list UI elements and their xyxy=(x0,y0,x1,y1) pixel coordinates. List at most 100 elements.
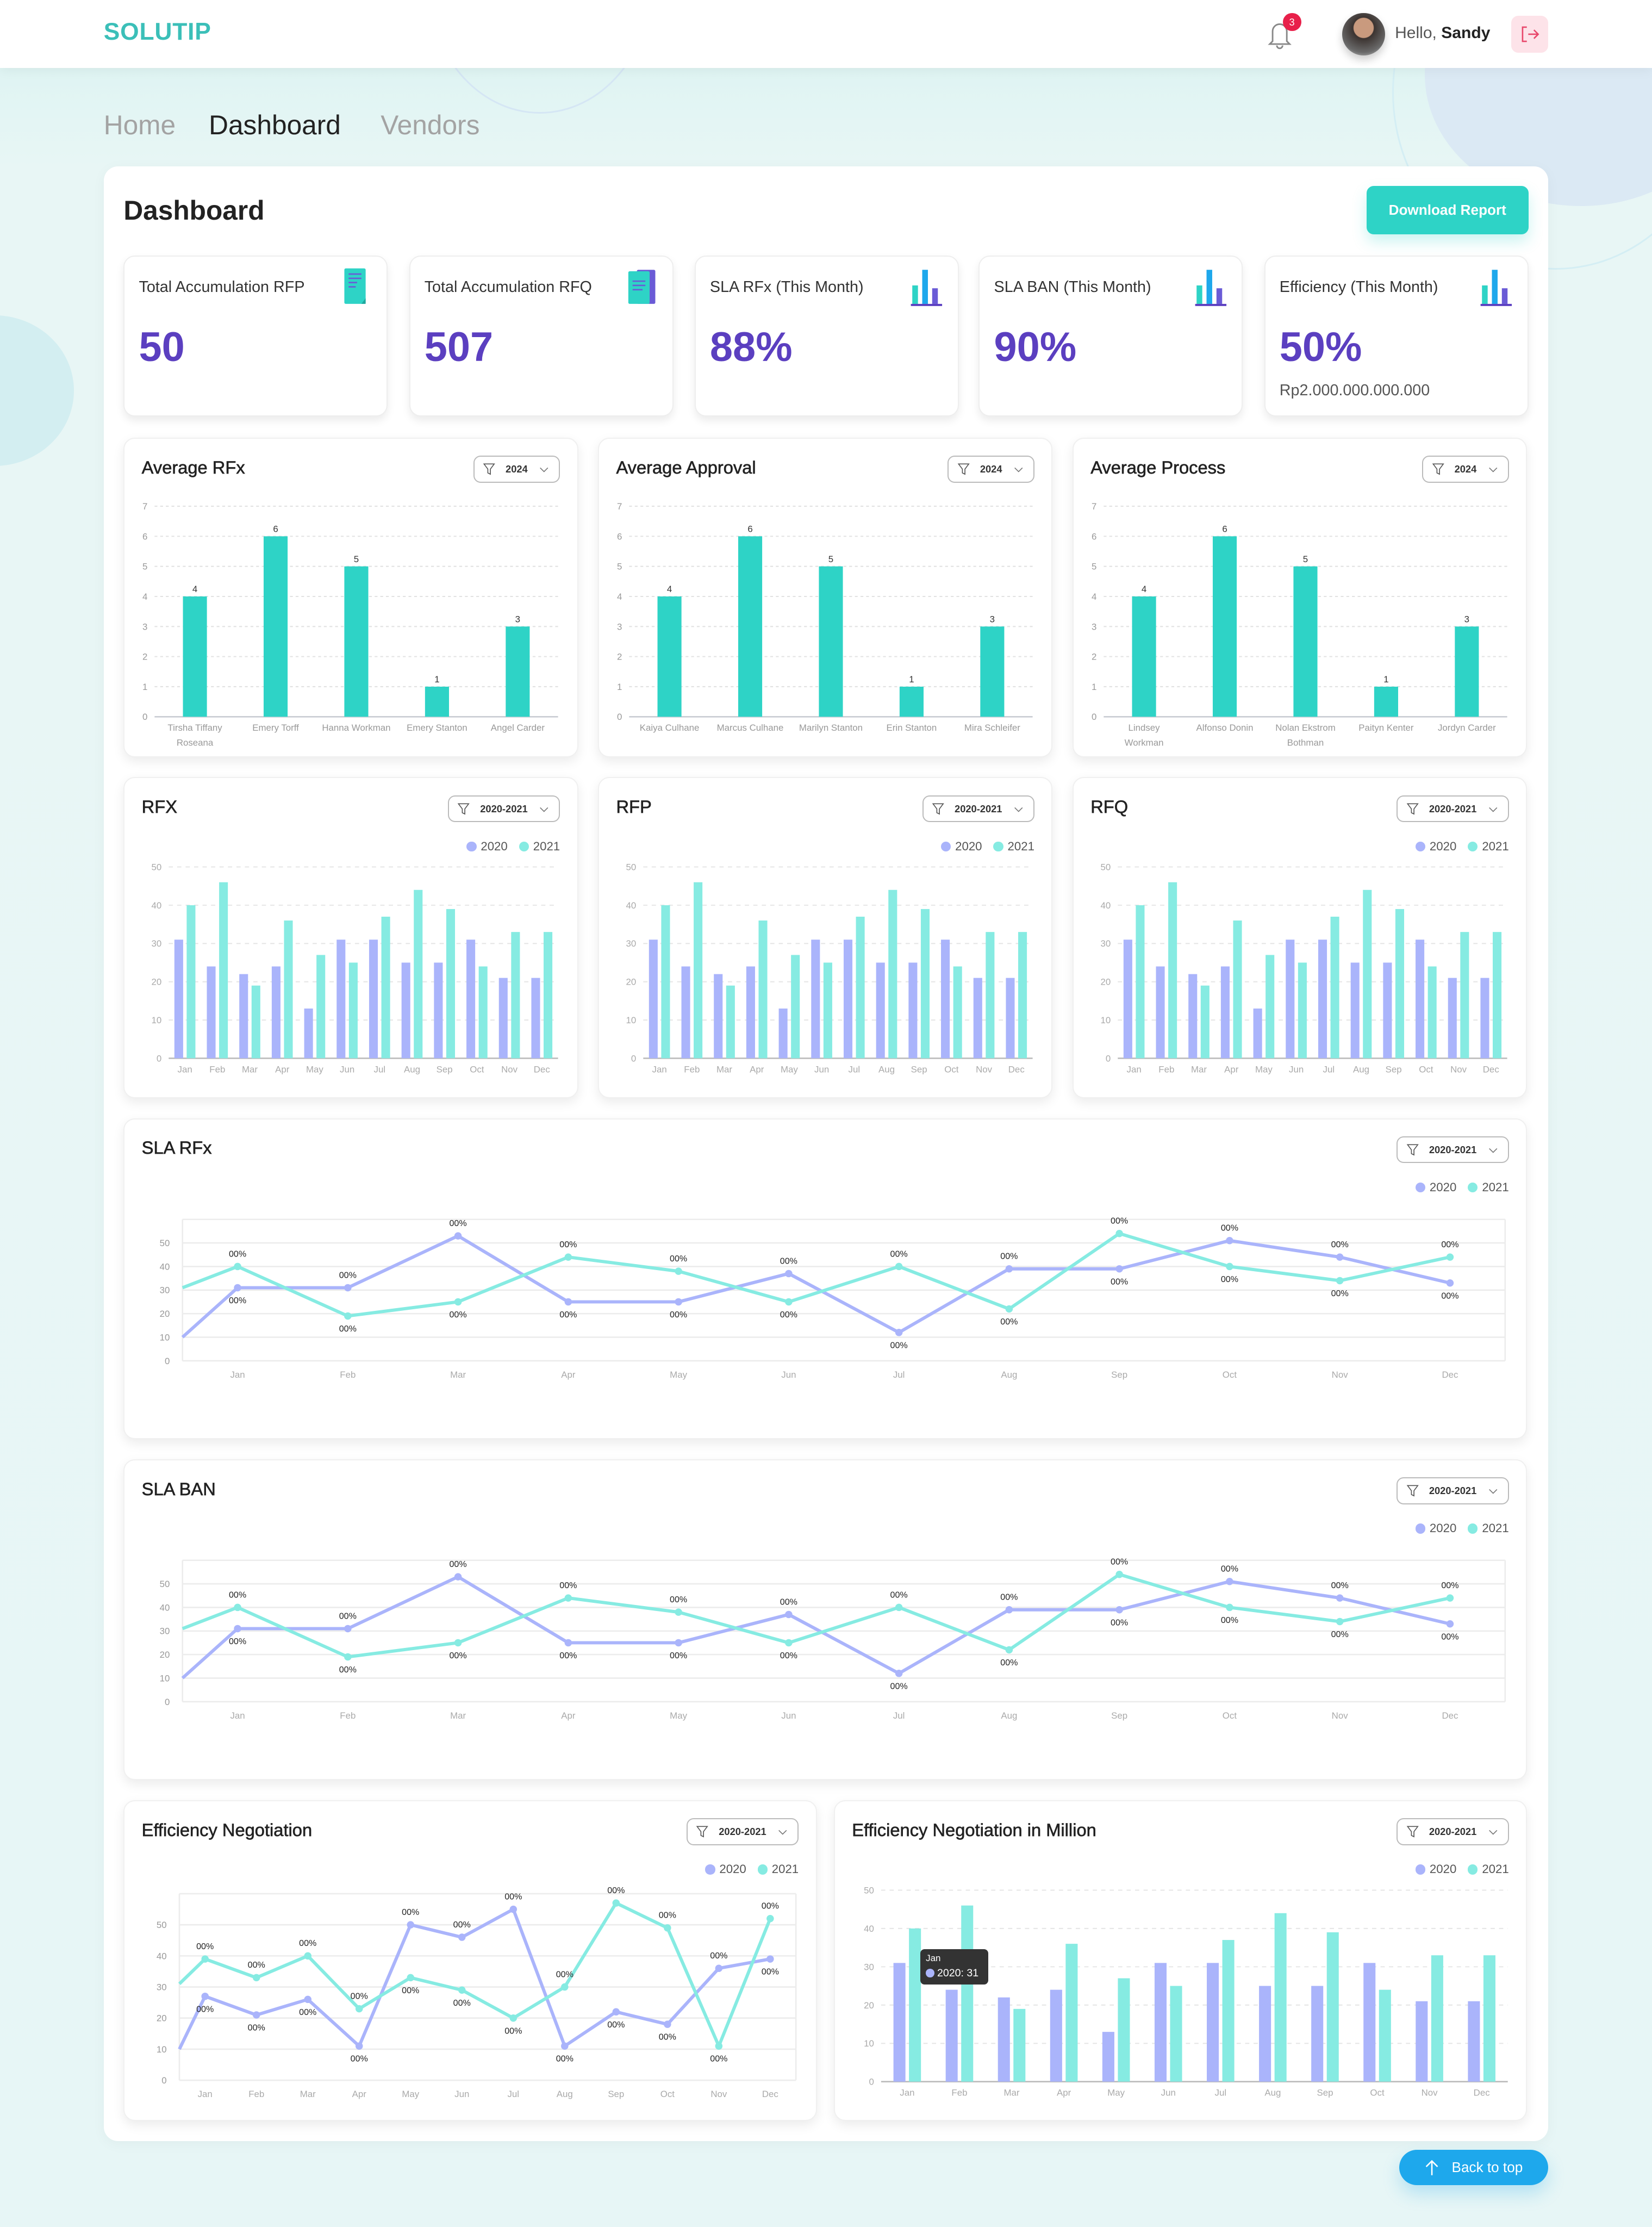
chart-card-sla-rfx: 0 10 20 30 40 50 00% 00% Jan 00% 00% Feb 00% 00% Mar 00… xyxy=(123,1118,1528,1440)
filter-icon xyxy=(483,463,496,475)
month-label: Feb xyxy=(249,2089,265,2099)
nav-vendors[interactable]: Vendors xyxy=(381,110,480,141)
legend-item[interactable]: 2020 xyxy=(1415,1862,1456,1876)
nav-dashboard[interactable]: Dashboard xyxy=(209,110,341,141)
y-tick-label: 3 xyxy=(1092,621,1096,632)
nav-home[interactable]: Home xyxy=(103,110,176,141)
point-2020 xyxy=(664,2020,671,2028)
bar-value-label: 4 xyxy=(192,584,197,594)
legend-item[interactable]: 2020 xyxy=(941,839,982,854)
point-2021 xyxy=(344,1653,352,1660)
legend-item[interactable]: 2020 xyxy=(466,839,508,854)
legend-item[interactable]: 2021 xyxy=(993,839,1034,854)
point-2021 xyxy=(1226,1262,1233,1270)
point-value-label: 00% xyxy=(890,1590,908,1600)
point-2020 xyxy=(454,1231,462,1240)
bar-2021 xyxy=(694,882,703,1059)
avatar[interactable] xyxy=(1342,13,1385,55)
y-tick-label: 50 xyxy=(157,1920,167,1930)
point-value-label: 00% xyxy=(710,1951,728,1961)
bar-2021 xyxy=(1427,966,1437,1059)
bar-2020 xyxy=(945,1989,958,2082)
bar-2021 xyxy=(349,962,358,1059)
y-tick-label: 30 xyxy=(626,939,637,949)
logout-button[interactable] xyxy=(1511,15,1549,53)
bar-2020 xyxy=(746,966,756,1059)
category-label-line: Bothman xyxy=(1287,737,1324,748)
legend-item[interactable]: 2020 xyxy=(1415,1521,1456,1535)
point-2021 xyxy=(454,1639,462,1646)
legend-item[interactable]: 2021 xyxy=(1468,839,1509,854)
legend-label: 2020 xyxy=(1429,1180,1457,1194)
bar-2020 xyxy=(681,966,690,1059)
stat-amount: Rp2.000.000.000.000 xyxy=(1279,382,1430,400)
month-label: Jul xyxy=(508,2089,520,2099)
filter-value: 2020-2021 xyxy=(955,803,1002,814)
logo[interactable]: SOLUTIP xyxy=(103,18,211,45)
year-filter-dropdown[interactable]: 2024 xyxy=(473,456,560,483)
month-label: Oct xyxy=(1223,1710,1237,1721)
legend-item[interactable]: 2020 xyxy=(1415,839,1456,854)
y-tick-label: 50 xyxy=(1100,862,1111,873)
legend-swatch xyxy=(1468,1864,1478,1875)
bell-icon[interactable] xyxy=(1266,18,1294,49)
month-label: Jun xyxy=(455,2089,470,2099)
bar-2021 xyxy=(1136,905,1145,1059)
year-filter-dropdown[interactable]: 2020-2021 xyxy=(1397,795,1509,823)
chart-plot: 0 10 20 30 40 50 00% 00% Jan 00% 00% Feb 00% 00% Mar 00… xyxy=(157,1886,797,2099)
point-2021 xyxy=(564,1594,572,1602)
point-value-label: 00% xyxy=(505,2026,522,2036)
download-report-button[interactable]: Download Report xyxy=(1366,186,1529,235)
legend-item[interactable]: 2021 xyxy=(1468,1180,1509,1195)
category-label-line: Angel Carder xyxy=(491,723,545,733)
point-value-label: 00% xyxy=(1221,1615,1238,1625)
bar xyxy=(183,596,207,717)
month-label: Sep xyxy=(911,1065,927,1075)
month-label: Nov xyxy=(1450,1065,1467,1075)
point-2021 xyxy=(356,2005,363,2013)
bar-2020 xyxy=(1415,940,1425,1059)
point-value-label: 00% xyxy=(560,1239,577,1249)
month-label: Nov xyxy=(1332,1710,1349,1721)
legend-item[interactable]: 2021 xyxy=(757,1862,799,1876)
year-filter-dropdown[interactable]: 2024 xyxy=(947,456,1034,483)
year-filter-dropdown[interactable]: 2020-2021 xyxy=(1397,1477,1509,1504)
year-filter-dropdown[interactable]: 2020-2021 xyxy=(922,795,1034,823)
year-filter-dropdown[interactable]: 2020-2021 xyxy=(686,1818,799,1845)
bar-chart-icon xyxy=(911,269,943,306)
point-value-label: 00% xyxy=(450,1218,467,1228)
bar-chart-icon xyxy=(1480,269,1512,306)
point-2021 xyxy=(1115,1570,1124,1578)
y-tick-label: 20 xyxy=(160,1650,170,1660)
month-label: Jul xyxy=(893,1710,905,1721)
legend-item[interactable]: 2020 xyxy=(1415,1180,1457,1195)
back-to-top-button[interactable]: Back to top xyxy=(1399,2149,1549,2185)
point-value-label: 00% xyxy=(560,1309,577,1319)
chevron-down-icon xyxy=(778,1830,787,1835)
bar-2020 xyxy=(466,940,476,1059)
point-value-label: 00% xyxy=(780,1651,797,1660)
point-value-label: 00% xyxy=(229,1295,246,1305)
point-2020 xyxy=(407,1921,415,1929)
bar-value-label: 3 xyxy=(515,614,520,624)
filter-value: 2024 xyxy=(506,463,528,475)
legend-label: 2021 xyxy=(1482,1521,1509,1535)
bar xyxy=(1293,566,1318,717)
legend-item[interactable]: 2021 xyxy=(1468,1521,1509,1535)
legend-item[interactable]: 2021 xyxy=(1468,1862,1509,1876)
y-tick-label: 30 xyxy=(160,1285,170,1295)
chevron-down-icon xyxy=(1488,807,1497,812)
point-2021 xyxy=(1115,1229,1124,1237)
year-filter-dropdown[interactable]: 2020-2021 xyxy=(1397,1136,1509,1164)
year-filter-dropdown[interactable]: 2020-2021 xyxy=(447,795,560,823)
month-label: Jan xyxy=(900,2087,914,2098)
year-filter-dropdown[interactable]: 2024 xyxy=(1422,456,1509,483)
month-label: Jan xyxy=(230,1369,245,1379)
year-filter-dropdown[interactable]: 2020-2021 xyxy=(1397,1818,1509,1845)
category-label-line: Alfonso Donin xyxy=(1196,723,1253,733)
legend-item[interactable]: 2021 xyxy=(519,839,560,854)
bar-2020 xyxy=(893,1963,906,2082)
legend-item[interactable]: 2020 xyxy=(705,1862,746,1876)
bar-2020 xyxy=(499,978,508,1059)
category-label: Tirsha Tiffany Roseana xyxy=(168,723,223,748)
